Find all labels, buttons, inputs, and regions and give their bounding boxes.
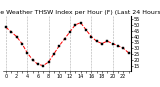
Title: Milwaukee Weather THSW Index per Hour (F) (Last 24 Hours): Milwaukee Weather THSW Index per Hour (F…: [0, 10, 160, 15]
